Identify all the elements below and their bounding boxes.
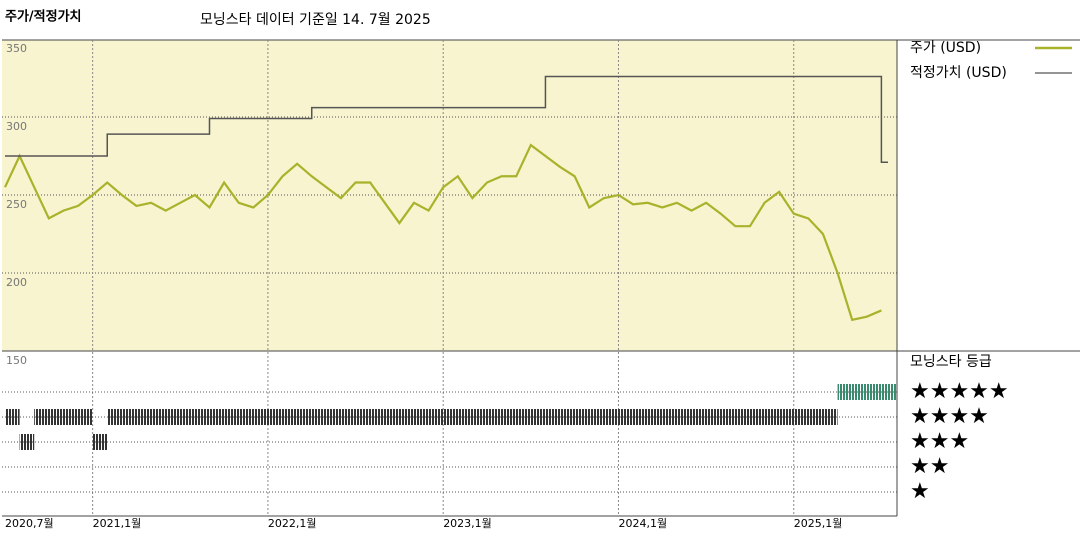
rating-label: ★★★★★ bbox=[910, 379, 1009, 404]
legend-label: 적정가치 (USD) bbox=[910, 65, 1007, 81]
y-tick-label: 300 bbox=[6, 120, 27, 133]
rating-title: 모닝스타 등급 bbox=[910, 354, 992, 370]
x-tick-label: 2025,1월 bbox=[794, 517, 843, 530]
rating-bar bbox=[92, 434, 108, 450]
y-tick-label: 150 bbox=[6, 354, 27, 367]
legend-label: 주가 (USD) bbox=[910, 40, 981, 56]
y-tick-label: 250 bbox=[6, 198, 27, 211]
y-tick-label: 200 bbox=[6, 276, 27, 289]
rating-bar bbox=[837, 384, 896, 400]
rating-label: ★★★★ bbox=[910, 404, 989, 429]
x-tick-label: 2022,1월 bbox=[268, 517, 317, 530]
rating-label: ★★ bbox=[910, 454, 949, 479]
x-tick-label: 2024,1월 bbox=[618, 517, 667, 530]
series-line bbox=[4, 143, 882, 322]
chart-subtitle: 모닝스타 데이터 기준일 14. 7월 2025 bbox=[200, 12, 431, 28]
rating-bar bbox=[107, 409, 838, 425]
series-line bbox=[5, 75, 888, 163]
chart-title: 주가/적정가치 bbox=[5, 9, 82, 25]
rating-bar bbox=[5, 409, 20, 425]
y-tick-label: 350 bbox=[6, 42, 27, 55]
rating-label: ★★★ bbox=[910, 429, 969, 454]
rating-bar bbox=[19, 434, 35, 450]
x-tick-label: 2021,1월 bbox=[93, 517, 142, 530]
x-tick-label: 2020,7월 bbox=[5, 517, 54, 530]
rating-bar bbox=[34, 409, 93, 425]
x-tick-label: 2023,1월 bbox=[443, 517, 492, 530]
rating-label: ★ bbox=[910, 479, 930, 504]
